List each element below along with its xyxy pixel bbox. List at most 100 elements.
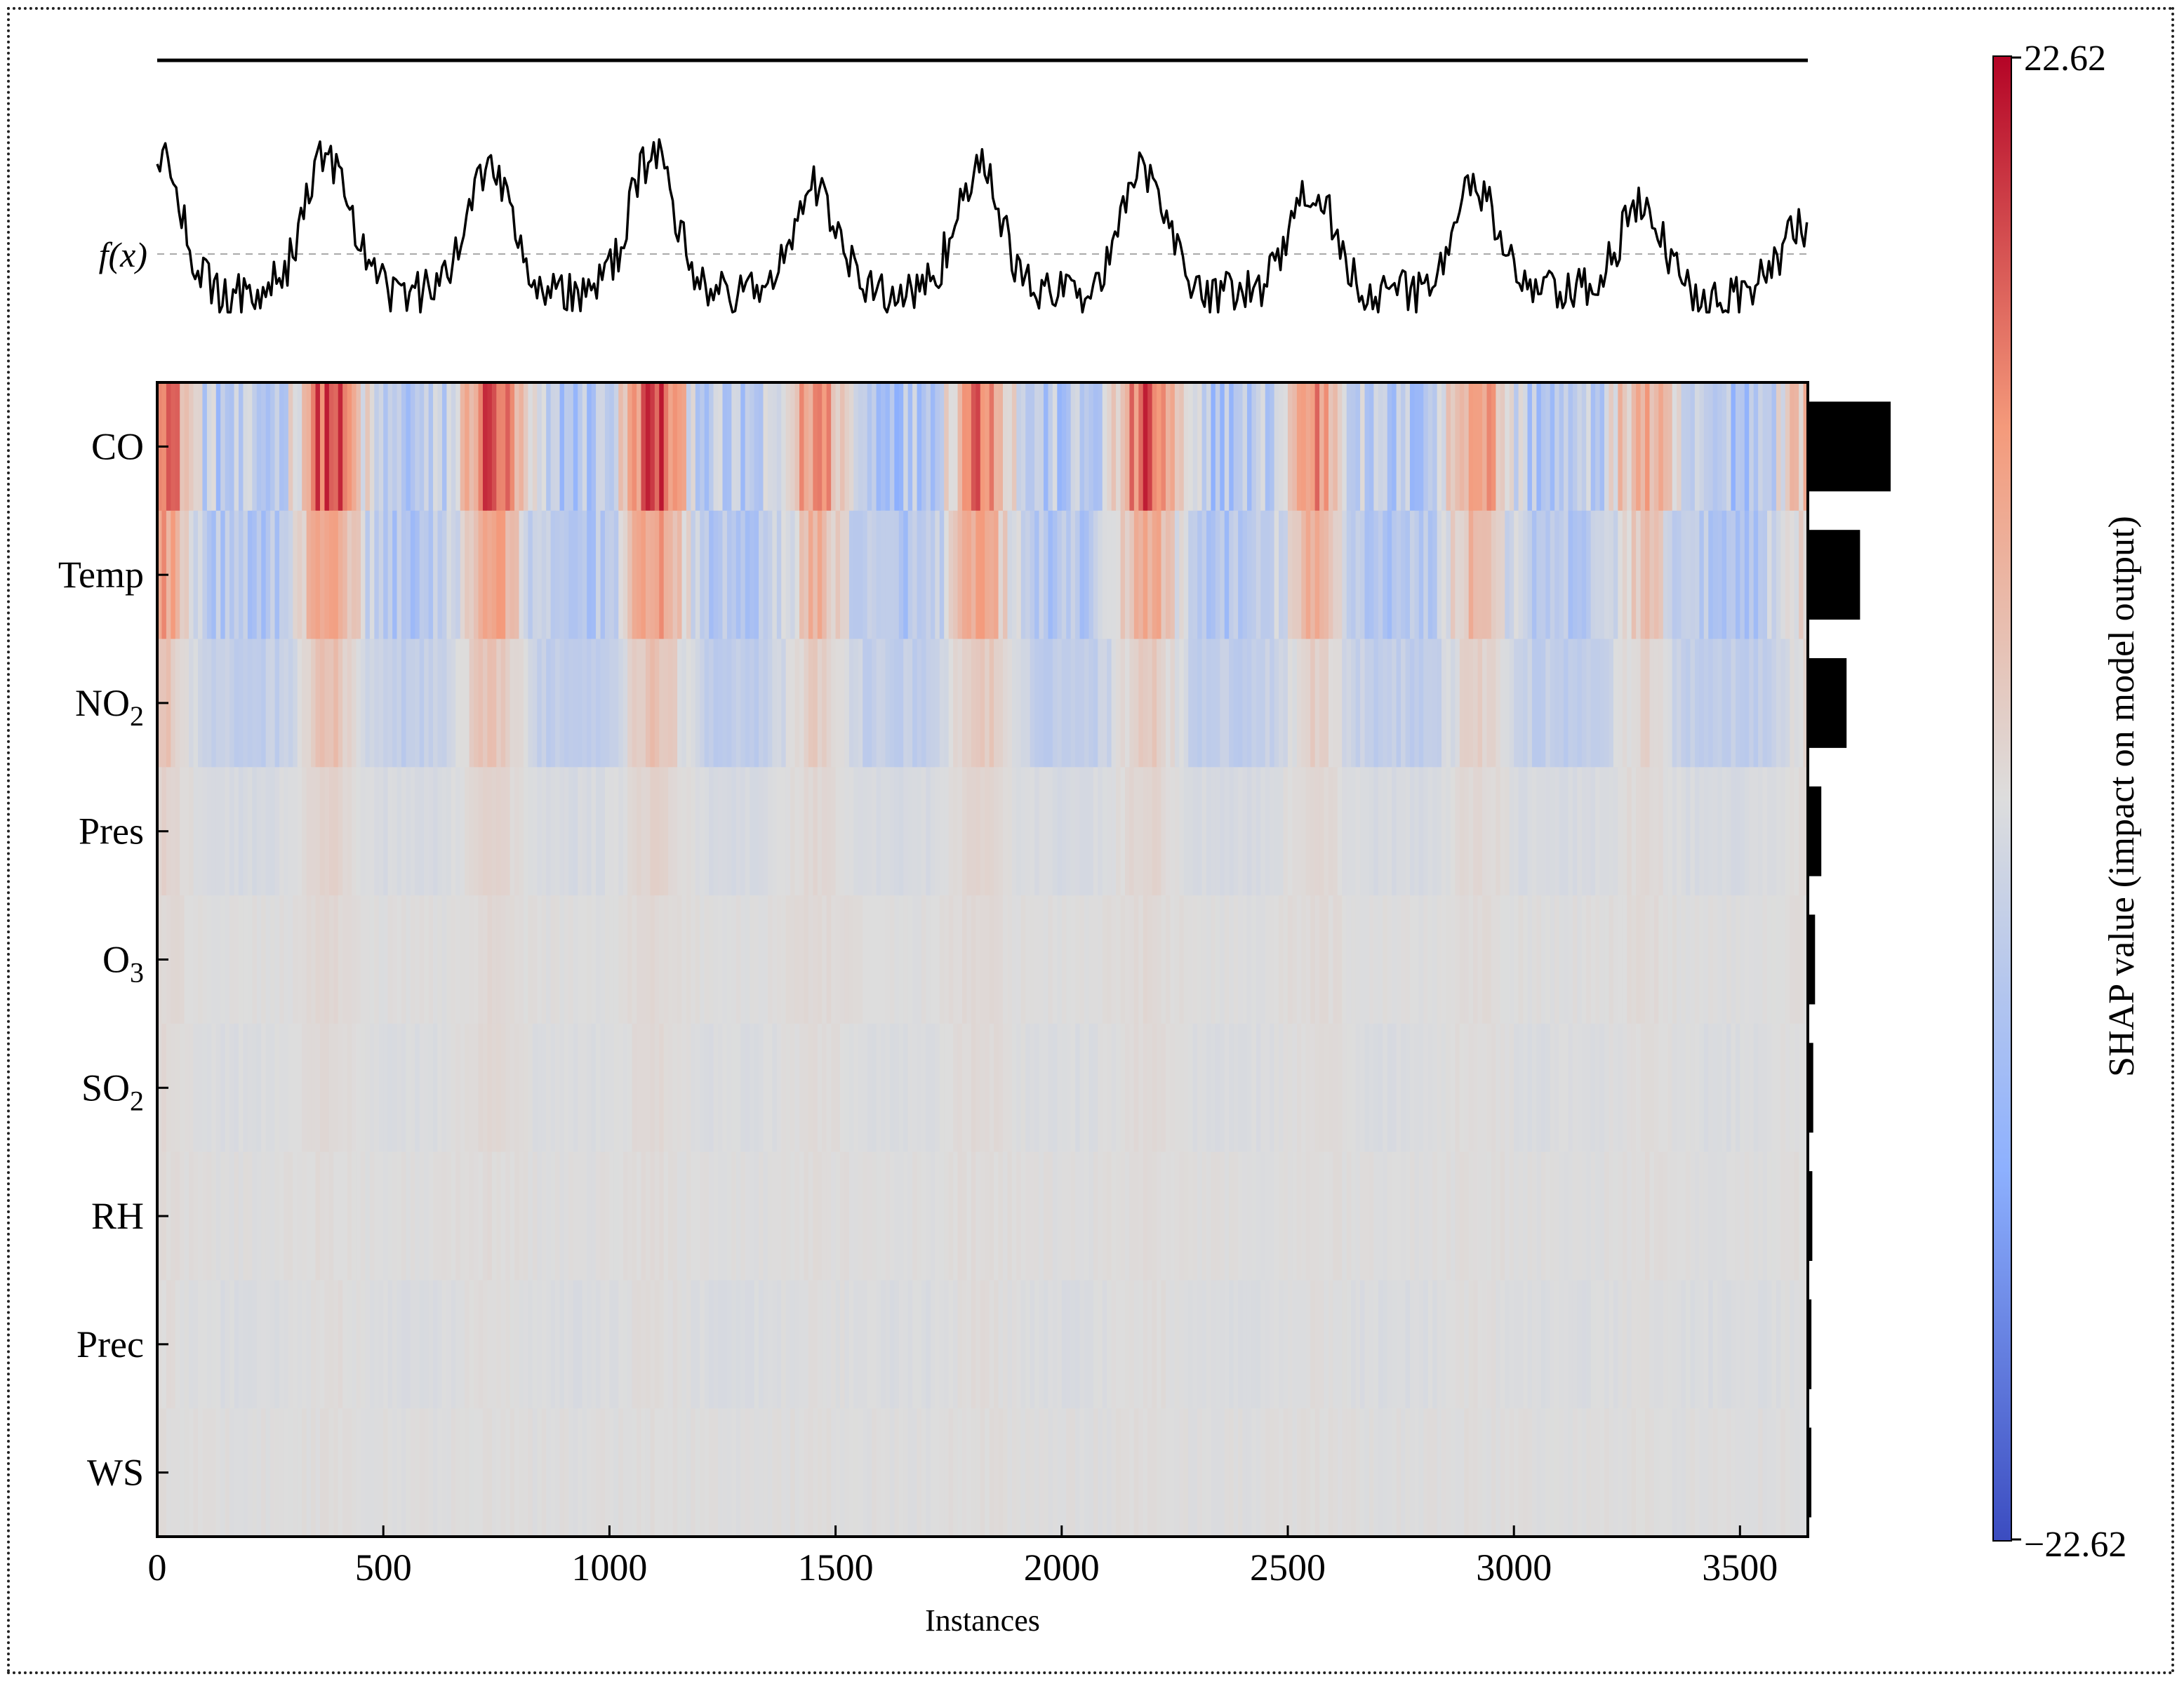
heat-cell xyxy=(455,510,461,640)
heat-cell xyxy=(1703,382,1709,512)
heat-cell xyxy=(1686,382,1691,512)
heat-cell xyxy=(496,767,502,896)
heat-cell xyxy=(1531,1151,1537,1281)
heat-cell xyxy=(1464,895,1470,1024)
heat-cell xyxy=(1599,895,1605,1024)
heat-cell xyxy=(582,639,587,768)
heat-cell xyxy=(401,1151,407,1281)
heat-cell xyxy=(352,1023,357,1153)
heat-cell xyxy=(1441,895,1447,1024)
heat-cell xyxy=(894,1408,900,1537)
heat-cell xyxy=(234,1151,239,1281)
heat-cell xyxy=(641,510,646,640)
heat-cell xyxy=(238,1408,244,1537)
heat-cell xyxy=(1138,1151,1144,1281)
heat-cell xyxy=(1346,1408,1352,1537)
heat-cell xyxy=(247,1151,253,1281)
heat-cell xyxy=(1559,1408,1564,1537)
heat-cell xyxy=(848,1408,854,1537)
heat-cell xyxy=(352,1280,357,1409)
heat-cell xyxy=(284,510,289,640)
heat-cell xyxy=(1749,1151,1754,1281)
heat-cell xyxy=(1636,639,1642,768)
heat-cell xyxy=(604,895,610,1024)
heat-cell xyxy=(550,895,556,1024)
heat-cell xyxy=(926,382,931,512)
heat-cell xyxy=(1355,1151,1361,1281)
heat-cell xyxy=(1251,1151,1257,1281)
heat-cell xyxy=(1157,639,1162,768)
heat-cell xyxy=(1658,895,1664,1024)
heat-cell xyxy=(1387,1151,1392,1281)
heat-cell xyxy=(1373,1408,1379,1537)
heat-cell xyxy=(568,895,574,1024)
heat-cell xyxy=(1301,639,1307,768)
heat-cell xyxy=(1527,1151,1533,1281)
heat-cell xyxy=(976,510,981,640)
heat-cell xyxy=(1324,895,1329,1024)
heat-cell xyxy=(1310,510,1316,640)
heat-cell xyxy=(215,1280,221,1409)
heat-cell xyxy=(726,1280,732,1409)
heat-cell xyxy=(1007,1280,1013,1409)
heat-cell xyxy=(360,895,366,1024)
heat-cell xyxy=(1242,510,1248,640)
heat-cell xyxy=(1649,382,1655,512)
heat-cell xyxy=(1328,767,1333,896)
heat-cell xyxy=(1215,1280,1220,1409)
heat-cell xyxy=(1324,1408,1329,1537)
heat-cell xyxy=(663,510,669,640)
heat-cell xyxy=(1771,639,1777,768)
heat-cell xyxy=(523,767,528,896)
heat-cell xyxy=(1459,639,1465,768)
heat-cell xyxy=(704,1023,710,1153)
heat-cell xyxy=(1505,767,1510,896)
heat-cell xyxy=(622,1151,628,1281)
heat-cell xyxy=(347,1408,352,1537)
heat-cell xyxy=(1545,1280,1551,1409)
heat-cell xyxy=(1803,1151,1809,1281)
heat-cell xyxy=(1179,1023,1185,1153)
heat-cell xyxy=(1305,767,1311,896)
heat-cell xyxy=(1274,1280,1279,1409)
heat-cell xyxy=(261,1280,267,1409)
heat-cell xyxy=(1631,510,1637,640)
heat-cell xyxy=(415,1408,420,1537)
heat-cell xyxy=(424,895,430,1024)
heat-cell xyxy=(1694,1408,1700,1537)
heat-cell xyxy=(180,639,185,768)
heat-cell xyxy=(302,510,307,640)
heat-cell xyxy=(735,1023,741,1153)
heat-cell xyxy=(333,767,339,896)
heat-cell xyxy=(1124,639,1131,768)
heat-cell xyxy=(261,639,267,768)
heat-cell xyxy=(1373,1151,1379,1281)
heat-cell xyxy=(1066,639,1072,768)
heat-cell xyxy=(1690,1023,1696,1153)
heat-cell xyxy=(189,1023,194,1153)
heat-cell xyxy=(1007,382,1013,512)
heat-cell xyxy=(998,1408,1004,1537)
heat-cell xyxy=(1645,1280,1651,1409)
heat-cell xyxy=(1360,1151,1366,1281)
heat-cell xyxy=(514,1023,520,1153)
heat-cell xyxy=(356,510,361,640)
heat-cell xyxy=(700,767,705,896)
heat-cell xyxy=(1283,895,1289,1024)
heat-cell xyxy=(406,895,411,1024)
heat-cell xyxy=(541,510,547,640)
heat-cell xyxy=(1590,510,1596,640)
heat-cell xyxy=(1609,1023,1614,1153)
heat-cell xyxy=(1314,510,1320,640)
heat-cell xyxy=(609,382,615,512)
heat-cell xyxy=(1658,1151,1664,1281)
heat-cell xyxy=(1636,1151,1642,1281)
heat-cell xyxy=(229,1151,235,1281)
heat-cell xyxy=(1554,1151,1560,1281)
heat-cell xyxy=(1740,639,1745,768)
heat-cell xyxy=(600,895,606,1024)
heat-cell xyxy=(1174,382,1180,512)
heat-cell xyxy=(1540,767,1546,896)
heat-cell xyxy=(1618,510,1623,640)
heat-cell xyxy=(356,767,361,896)
